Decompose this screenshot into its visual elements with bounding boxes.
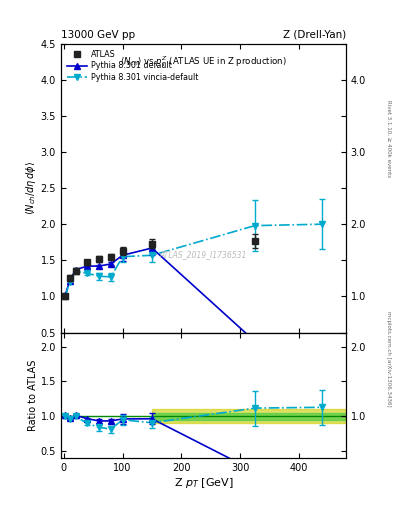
Bar (152, 413, 346, 420)
Text: mcplots.cern.ch [arXiv:1306.3436]: mcplots.cern.ch [arXiv:1306.3436] (386, 311, 391, 406)
Text: ATLAS_2019_I1736531: ATLAS_2019_I1736531 (160, 250, 247, 259)
Text: Z (Drell-Yan): Z (Drell-Yan) (283, 30, 346, 40)
Text: 13000 GeV pp: 13000 GeV pp (61, 30, 135, 40)
Text: $\langle N_{ch}\rangle$ vs $p_T^Z$ (ATLAS UE in Z production): $\langle N_{ch}\rangle$ vs $p_T^Z$ (ATLA… (120, 54, 287, 69)
Y-axis label: $\langle N_{ch}/d\eta\,d\phi\rangle$: $\langle N_{ch}/d\eta\,d\phi\rangle$ (24, 161, 38, 215)
Legend: ATLAS, Pythia 8.301 default, Pythia 8.301 vincia-default: ATLAS, Pythia 8.301 default, Pythia 8.30… (65, 48, 200, 84)
X-axis label: Z $p_T$ [GeV]: Z $p_T$ [GeV] (174, 476, 233, 490)
Y-axis label: Ratio to ATLAS: Ratio to ATLAS (28, 360, 38, 431)
Text: Rivet 3.1.10, ≥ 400k events: Rivet 3.1.10, ≥ 400k events (386, 100, 391, 177)
Bar (152, 410, 346, 423)
